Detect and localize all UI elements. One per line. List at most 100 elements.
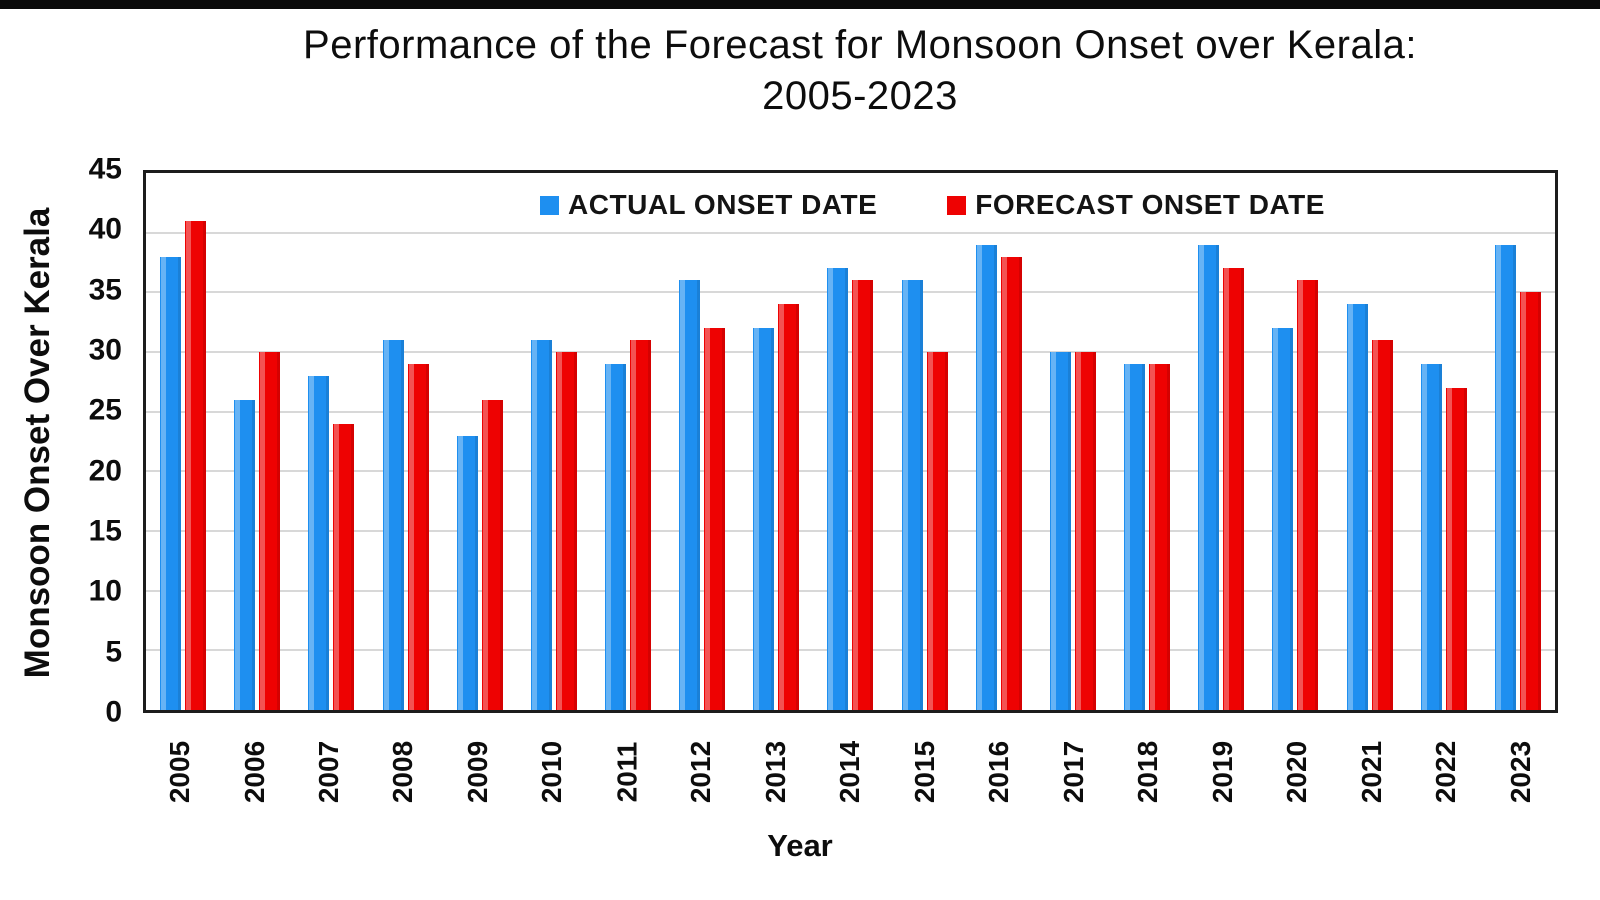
bar-forecast-2023 (1519, 292, 1541, 710)
gridline (146, 231, 1555, 234)
bar-forecast-2018 (1149, 363, 1171, 711)
x-tick-label: 2013 (759, 740, 791, 804)
bar-forecast-2007 (333, 423, 355, 711)
bar-actual-2023 (1494, 244, 1516, 711)
chart-title: Performance of the Forecast for Monsoon … (160, 20, 1560, 122)
x-tick-label: 2015 (908, 740, 940, 804)
gridline (146, 410, 1555, 413)
bar-group-2009 (443, 173, 517, 711)
x-tick-label: 2019 (1206, 740, 1238, 804)
bar-group-2017 (1036, 173, 1110, 710)
bar-group-2007 (294, 173, 368, 711)
legend-label-actual: ACTUAL ONSET DATE (568, 189, 878, 220)
bar-actual-2020 (1272, 328, 1294, 710)
x-tick-cell: 2016 (962, 716, 1036, 828)
bar-forecast-2012 (704, 328, 726, 710)
bar-actual-2010 (530, 340, 552, 710)
bar-actual-2006 (234, 399, 256, 711)
x-tick-label: 2023 (1504, 740, 1536, 804)
x-tick-label: 2016 (983, 740, 1015, 804)
y-tick-label: 15 (88, 514, 122, 548)
x-tick-label: 2020 (1281, 740, 1313, 804)
x-tick-label: 2009 (462, 740, 494, 804)
bar-actual-2005 (160, 256, 182, 711)
bar-actual-2017 (1049, 352, 1071, 710)
bar-group-2012 (665, 173, 739, 710)
gridline (146, 291, 1555, 294)
x-tick-label: 2014 (834, 740, 866, 804)
bar-forecast-2015 (926, 352, 948, 710)
y-tick-label: 30 (88, 333, 122, 367)
bar-actual-2022 (1420, 363, 1442, 711)
bar-group-2021 (1333, 173, 1407, 710)
x-tick-cell: 2013 (739, 716, 813, 828)
x-tick-label: 2007 (313, 740, 345, 804)
legend-label-forecast: FORECAST ONSET DATE (975, 189, 1325, 220)
chart-title-line1: Performance of the Forecast for Monsoon … (303, 23, 1417, 67)
bar-actual-2009 (456, 435, 478, 711)
legend-item-forecast: FORECAST ONSET DATE (947, 189, 1325, 221)
bar-actual-2008 (382, 340, 404, 710)
x-tick-cell: 2008 (366, 716, 440, 828)
bar-forecast-2016 (1000, 256, 1022, 711)
x-axis-title: Year (767, 828, 833, 863)
x-tick-cell: 2022 (1409, 716, 1483, 828)
gridline (146, 649, 1555, 652)
bar-actual-2013 (753, 328, 775, 710)
legend-swatch-forecast-icon (947, 195, 967, 215)
x-tick-cell: 2018 (1111, 716, 1185, 828)
bar-forecast-2009 (481, 399, 503, 711)
bar-actual-2012 (679, 280, 701, 710)
x-tick-label: 2012 (685, 740, 717, 804)
x-tick-label: 2005 (164, 740, 196, 804)
y-tick-label: 45 (88, 152, 122, 186)
x-tick-cell: 2006 (217, 716, 291, 828)
bar-forecast-2008 (407, 363, 429, 711)
gridline (146, 351, 1555, 353)
x-tick-label: 2006 (238, 740, 270, 804)
bar-group-2013 (739, 173, 813, 710)
bar-actual-2014 (827, 268, 849, 710)
legend-item-actual: ACTUAL ONSET DATE (540, 189, 877, 221)
bar-group-2005 (146, 173, 220, 711)
bar-forecast-2020 (1297, 280, 1319, 710)
top-border-bar (0, 0, 1600, 9)
bar-group-2008 (368, 173, 442, 711)
x-tick-label: 2021 (1355, 740, 1387, 804)
x-tick-cell: 2011 (590, 716, 664, 828)
bar-group-2023 (1481, 173, 1555, 711)
bar-group-2020 (1258, 173, 1332, 710)
bar-groups (146, 173, 1555, 711)
bar-forecast-2022 (1445, 387, 1467, 711)
bar-forecast-2006 (259, 352, 281, 710)
x-tick-cell: 2012 (664, 716, 738, 828)
x-tick-cell: 2014 (813, 716, 887, 828)
x-tick-cell: 2009 (441, 716, 515, 828)
x-tick-cell: 2021 (1335, 716, 1409, 828)
x-tick-cell: 2015 (888, 716, 962, 828)
bar-actual-2018 (1124, 363, 1146, 711)
bar-actual-2019 (1198, 244, 1220, 711)
bar-actual-2011 (605, 363, 627, 711)
bar-forecast-2005 (185, 220, 207, 711)
bar-forecast-2017 (1074, 352, 1096, 710)
bar-actual-2021 (1346, 304, 1368, 710)
bar-group-2022 (1407, 173, 1481, 711)
bar-forecast-2010 (555, 352, 577, 710)
bar-actual-2015 (901, 280, 923, 710)
bar-group-2019 (1184, 173, 1258, 711)
x-tick-cell: 2017 (1037, 716, 1111, 828)
y-tick-label: 0 (105, 695, 122, 729)
x-tick-cell: 2010 (515, 716, 589, 828)
y-tick-label: 20 (88, 453, 122, 487)
gridline (146, 470, 1555, 473)
bar-group-2010 (517, 173, 591, 710)
bar-group-2018 (1110, 173, 1184, 711)
x-tick-label: 2018 (1132, 740, 1164, 804)
legend-swatch-actual-icon (540, 195, 560, 215)
gridline (146, 530, 1555, 532)
x-tick-cell: 2019 (1186, 716, 1260, 828)
x-tick-cell: 2023 (1483, 716, 1557, 828)
bar-forecast-2013 (778, 304, 800, 710)
y-tick-label: 25 (88, 393, 122, 427)
